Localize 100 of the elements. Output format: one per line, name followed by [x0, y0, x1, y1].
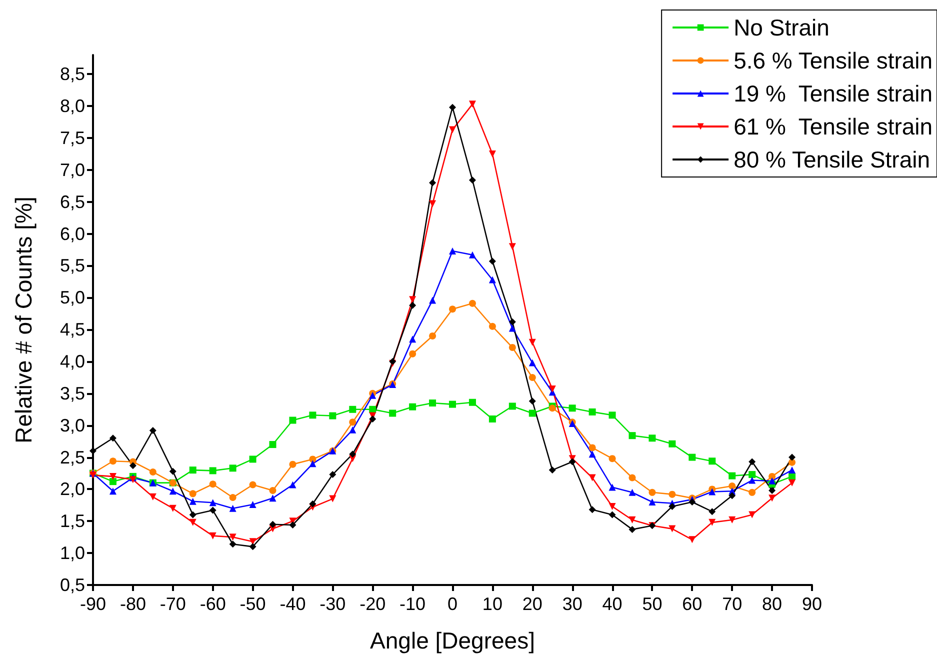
point [528, 410, 536, 417]
point [249, 456, 256, 463]
point [409, 302, 416, 309]
point [748, 488, 756, 496]
point [468, 100, 476, 108]
point [349, 426, 356, 434]
point [548, 466, 556, 474]
y-tick-label: 3,0 [60, 415, 85, 436]
point [429, 179, 436, 186]
legend-label: No Strain [734, 14, 830, 40]
point [588, 408, 596, 416]
legend-label: 80 % Tensile Strain [734, 146, 930, 172]
y-tick-label: 5,0 [60, 288, 85, 308]
x-tick-label: -30 [320, 594, 346, 614]
point [468, 300, 476, 307]
point [488, 322, 496, 330]
point [449, 248, 456, 255]
x-tick-label: 80 [762, 594, 782, 614]
point [508, 324, 516, 332]
y-tick-label: 2,0 [60, 479, 85, 500]
point [648, 488, 656, 496]
point [528, 374, 536, 381]
legend-label: 19 % Tensile strain [734, 80, 933, 106]
point [149, 468, 156, 476]
point [728, 492, 736, 500]
point [149, 426, 156, 434]
point [768, 477, 776, 484]
point [688, 536, 696, 544]
x-tick-label: 50 [642, 594, 662, 614]
point [588, 450, 596, 458]
point [788, 458, 796, 466]
point [269, 494, 276, 502]
point [429, 332, 436, 340]
y-tick-label: 3,5 [60, 383, 85, 404]
point [129, 462, 136, 470]
x-tick-label: 40 [602, 594, 622, 614]
y-tick-label: 8,0 [60, 96, 85, 116]
point [209, 480, 216, 488]
point [588, 444, 596, 452]
point [528, 359, 536, 366]
x-tick-label: -80 [120, 594, 146, 614]
y-tick-label: 4,0 [60, 352, 85, 372]
x-tick-label: 10 [482, 594, 502, 614]
point [708, 488, 716, 496]
point [768, 486, 776, 494]
point [488, 258, 496, 265]
x-tick-label: -40 [280, 594, 306, 614]
point [349, 406, 356, 413]
point [788, 454, 796, 461]
point [688, 454, 696, 461]
point [648, 434, 656, 442]
point [728, 472, 736, 480]
point [269, 441, 276, 448]
point [249, 543, 256, 550]
point [608, 511, 616, 518]
point [189, 466, 196, 474]
point [668, 525, 676, 532]
point [329, 471, 336, 478]
x-tick-label: -20 [360, 594, 386, 614]
point [109, 458, 116, 465]
point [409, 336, 416, 343]
x-tick-label: 0 [447, 594, 458, 614]
point [468, 398, 476, 406]
point [90, 447, 96, 454]
point [708, 518, 716, 526]
point [249, 501, 256, 508]
point [608, 412, 616, 419]
point [329, 412, 336, 420]
point [528, 338, 536, 346]
point [289, 416, 296, 424]
point [309, 412, 316, 419]
point [788, 466, 796, 474]
point [109, 478, 116, 486]
point [109, 434, 116, 442]
x-tick-label: 60 [682, 594, 702, 614]
point [768, 472, 776, 480]
point [369, 406, 376, 413]
x-tick-label: 70 [722, 594, 742, 614]
point [209, 467, 216, 474]
point [608, 502, 616, 510]
point [568, 458, 576, 466]
point [608, 484, 616, 491]
point [409, 350, 416, 358]
y-tick-label: 7,5 [60, 128, 85, 148]
point [668, 502, 676, 510]
point [628, 526, 636, 533]
x-tick-label: 20 [522, 594, 542, 614]
x-tick-label: 30 [562, 594, 582, 614]
y-tick-label: 2,5 [60, 447, 85, 468]
x-tick-label: 90 [802, 594, 822, 614]
point [688, 498, 696, 506]
point [748, 458, 756, 466]
point [488, 415, 496, 422]
point [748, 476, 756, 484]
point [329, 495, 336, 502]
point [429, 296, 436, 304]
point [209, 506, 216, 514]
point [109, 488, 116, 495]
point [548, 385, 556, 392]
point [748, 511, 756, 518]
